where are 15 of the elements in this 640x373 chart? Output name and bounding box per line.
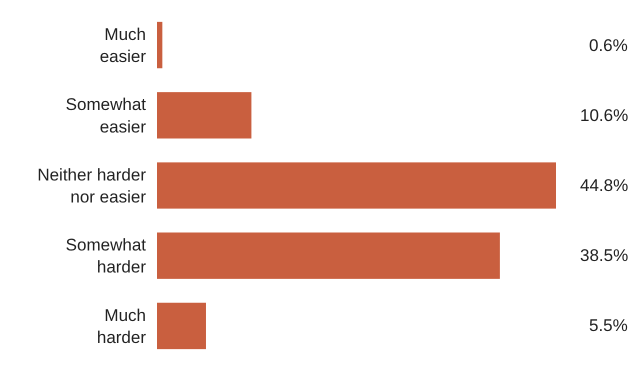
bar: [157, 232, 500, 279]
data-label: 0.6%: [589, 36, 628, 55]
y-tick-label: Neither harder nor easier: [37, 165, 146, 206]
bar: [157, 92, 252, 138]
y-tick-label: Much harder: [96, 306, 146, 347]
y-tick-label: Somewhat easier: [66, 95, 146, 136]
data-label: 10.6%: [580, 106, 628, 125]
bar: [157, 22, 162, 68]
bar: [157, 302, 206, 350]
data-label: 5.5%: [589, 316, 628, 335]
y-tick-label: Much easier: [100, 25, 146, 66]
y-tick-label: Somewhat harder: [66, 236, 146, 277]
data-label: 44.8%: [580, 176, 628, 195]
data-label: 38.5%: [580, 246, 628, 265]
bar: [157, 162, 556, 209]
